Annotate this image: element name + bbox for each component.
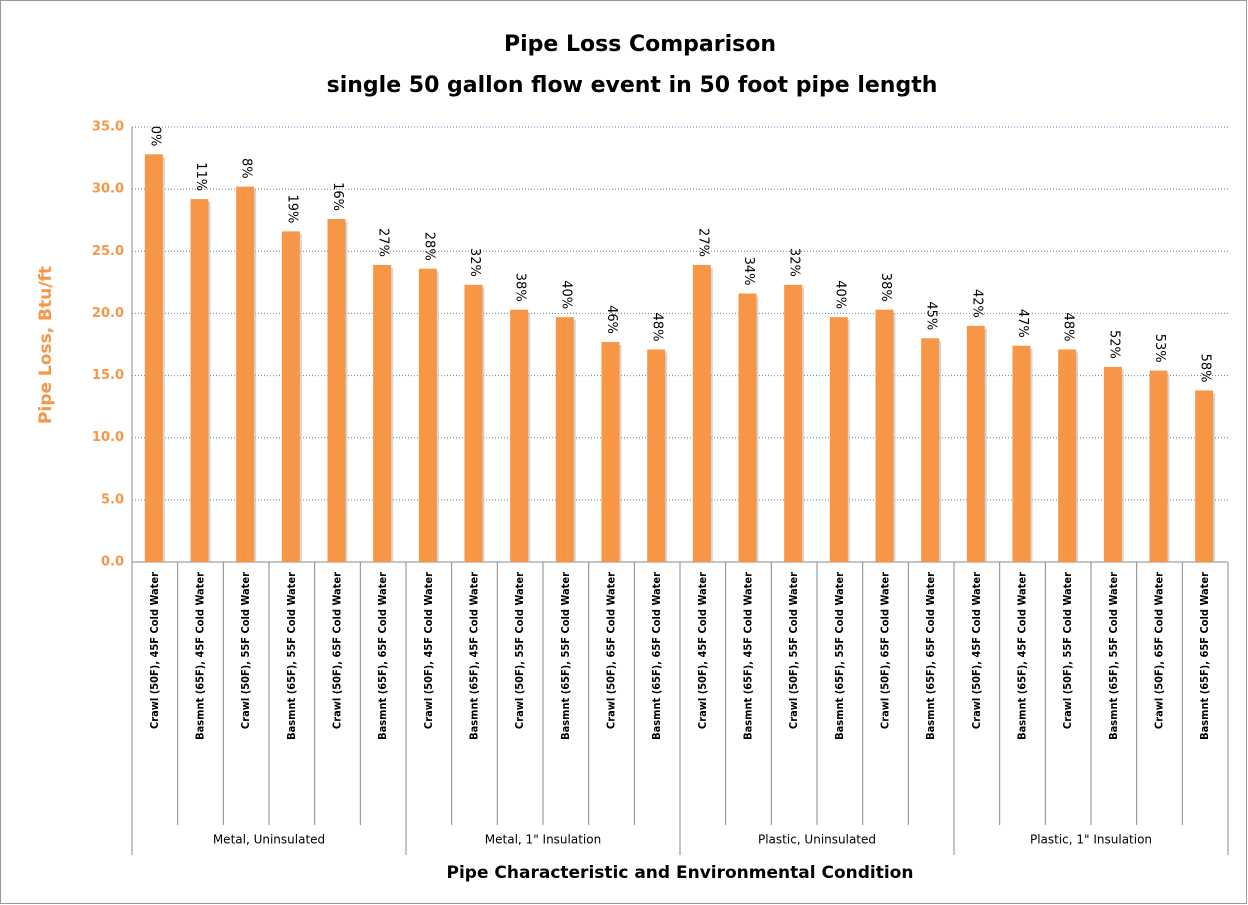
data-label: 28% <box>421 232 436 261</box>
bar <box>966 325 985 562</box>
data-label: 0% <box>147 126 162 147</box>
chart-title: Pipe Loss Comparison <box>504 32 776 57</box>
data-label: 58% <box>1198 354 1213 383</box>
group-label: Plastic, 1" Insulation <box>1030 833 1152 847</box>
bar <box>647 349 666 562</box>
data-label: 42% <box>969 289 984 318</box>
x-tick-label: Basmnt (65F), 55F Cold Water <box>285 572 298 740</box>
data-label: 45% <box>924 301 939 330</box>
bar <box>144 154 163 563</box>
data-label: 46% <box>604 305 619 334</box>
y-tick-label: 30.0 <box>92 182 124 197</box>
y-axis-label: Pipe Loss, Btu/ft <box>36 266 56 424</box>
data-label: 38% <box>878 273 893 302</box>
x-tick-label: Crawl (50F), 65F Cold Water <box>605 572 618 729</box>
bar <box>829 317 848 562</box>
x-tick-label: Crawl (50F), 55F Cold Water <box>787 572 800 729</box>
x-tick-label: Crawl (50F), 55F Cold Water <box>1061 572 1074 729</box>
data-label: 32% <box>787 248 802 277</box>
data-label: 32% <box>467 248 482 277</box>
bar <box>1149 370 1168 562</box>
bar <box>875 309 894 562</box>
data-label: 53% <box>1152 334 1167 363</box>
bar <box>373 264 392 562</box>
data-label: 38% <box>513 273 528 302</box>
x-tick-label: Crawl (50F), 45F Cold Water <box>696 572 709 729</box>
data-label: 27% <box>376 228 391 257</box>
data-label: 48% <box>1061 313 1076 342</box>
x-tick-label: Basmnt (65F), 45F Cold Water <box>1016 572 1029 740</box>
x-tick-label: Basmnt (65F), 55F Cold Water <box>1107 572 1120 740</box>
data-label: 19% <box>284 194 299 223</box>
data-label: 34% <box>741 257 756 286</box>
x-tick-label: Crawl (50F), 65F Cold Water <box>331 572 344 729</box>
y-tick-label: 25.0 <box>92 244 124 259</box>
data-label: 16% <box>330 182 345 211</box>
x-tick-label: Basmnt (65F), 65F Cold Water <box>1198 572 1211 740</box>
data-label: 40% <box>832 280 847 309</box>
bar <box>1058 349 1077 562</box>
y-tick-label: 0.0 <box>101 555 124 570</box>
data-label: 11% <box>193 162 208 191</box>
data-label: 40% <box>558 280 573 309</box>
x-tick-label: Crawl (50F), 55F Cold Water <box>513 572 526 729</box>
bar <box>236 186 255 562</box>
x-tick-label: Basmnt (65F), 45F Cold Water <box>742 572 755 740</box>
bar <box>190 199 209 563</box>
bar <box>555 317 574 562</box>
x-axis-label: Pipe Characteristic and Environmental Co… <box>447 863 914 883</box>
data-label: 8% <box>239 158 254 179</box>
y-tick-label: 35.0 <box>92 120 124 135</box>
group-label: Metal, 1" Insulation <box>485 833 601 847</box>
y-tick-label: 15.0 <box>92 368 124 383</box>
x-tick-label: Basmnt (65F), 45F Cold Water <box>194 572 207 740</box>
data-label: 52% <box>1106 330 1121 359</box>
bar <box>327 218 346 562</box>
x-tick-label: Basmnt (65F), 65F Cold Water <box>376 572 389 740</box>
bar <box>692 264 711 562</box>
bar <box>1103 366 1122 562</box>
data-label: 27% <box>695 228 710 257</box>
y-tick-label: 20.0 <box>92 306 124 321</box>
group-label: Plastic, Uninsulated <box>758 833 876 847</box>
data-label: 47% <box>1015 309 1030 338</box>
x-tick-label: Crawl (50F), 45F Cold Water <box>422 572 435 729</box>
x-tick-label: Crawl (50F), 45F Cold Water <box>970 572 983 729</box>
chart-subtitle: single 50 gallon flow event in 50 foot p… <box>327 73 938 98</box>
bar <box>464 284 483 562</box>
bar <box>921 338 940 562</box>
x-tick-label: Basmnt (65F), 55F Cold Water <box>559 572 572 740</box>
bar <box>510 309 529 562</box>
group-label: Metal, Uninsulated <box>213 833 325 847</box>
bar <box>418 268 437 562</box>
x-tick-label: Basmnt (65F), 65F Cold Water <box>924 572 937 740</box>
x-tick-label: Crawl (50F), 45F Cold Water <box>148 572 161 729</box>
y-tick-label: 5.0 <box>101 492 124 507</box>
x-tick-label: Basmnt (65F), 65F Cold Water <box>650 572 663 740</box>
bar <box>1195 390 1214 562</box>
x-tick-label: Crawl (50F), 65F Cold Water <box>879 572 892 729</box>
bar <box>601 342 620 562</box>
bar <box>281 231 300 562</box>
bar <box>1012 345 1031 562</box>
data-label: 48% <box>650 313 665 342</box>
x-tick-label: Crawl (50F), 65F Cold Water <box>1153 572 1166 729</box>
y-tick-label: 10.0 <box>92 430 124 445</box>
x-tick-label: Basmnt (65F), 45F Cold Water <box>468 572 481 740</box>
x-tick-label: Crawl (50F), 55F Cold Water <box>239 572 252 729</box>
bar <box>784 284 803 562</box>
x-tick-label: Basmnt (65F), 55F Cold Water <box>833 572 846 740</box>
bar <box>738 293 757 562</box>
